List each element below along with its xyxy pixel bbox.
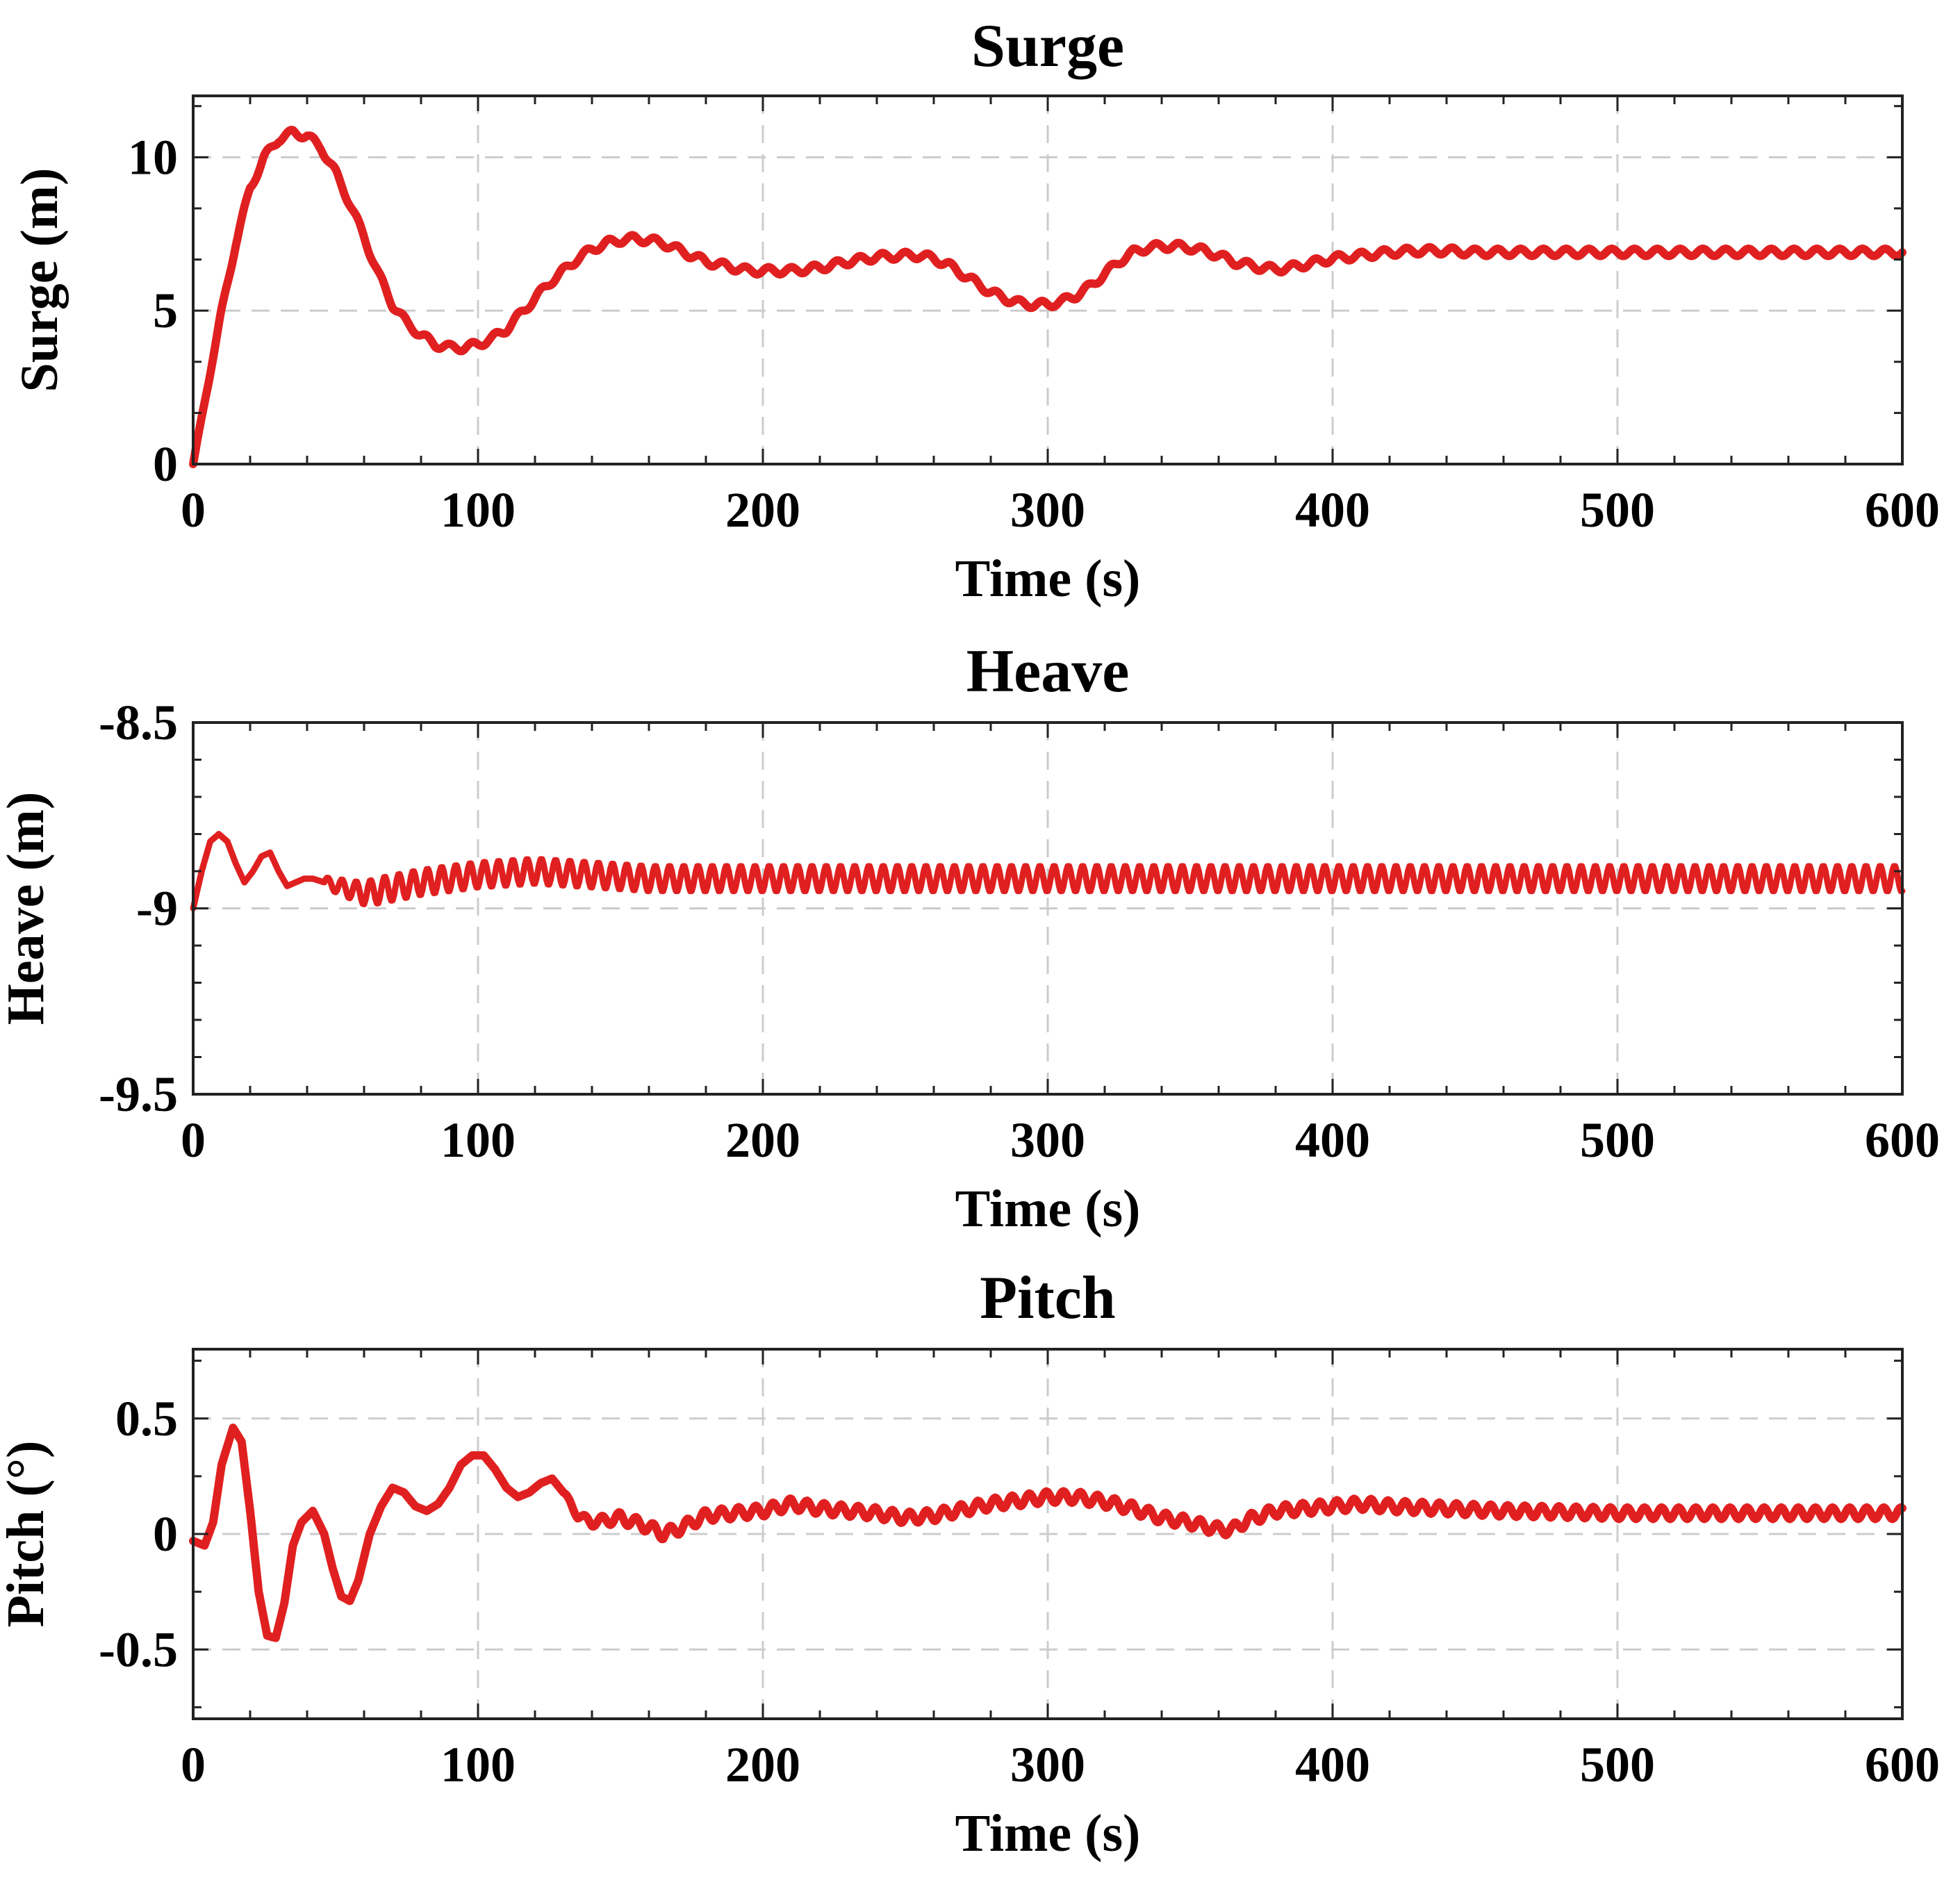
surge-x-tick-label: 200 [725, 482, 800, 538]
pitch-series-line [189, 1424, 1907, 1642]
heave-y-tick-label: -8.5 [99, 695, 178, 750]
surge-x-tick-label: 100 [440, 482, 516, 538]
heave-x-tick-label: 400 [1295, 1112, 1370, 1168]
pitch-panel: Pitch 0 100 200 300 400 500 600 -0.5 0 0… [0, 1264, 1940, 1863]
heave-panel: Heave 0 100 200 300 400 500 600 -9.5 -9 … [0, 638, 1940, 1238]
surge-x-tick-label: 600 [1865, 482, 1940, 538]
surge-y-tick-label: 5 [153, 283, 178, 338]
heave-x-axis-label: Time (s) [955, 1180, 1141, 1238]
surge-ticks [192, 96, 1904, 465]
heave-ticks [192, 721, 1904, 1096]
pitch-x-tick-label: 200 [725, 1737, 800, 1792]
heave-x-tick-label: 500 [1580, 1112, 1655, 1168]
surge-series-line [189, 126, 1907, 468]
pitch-x-tick-label: 400 [1295, 1737, 1370, 1792]
pitch-y-tick-label: 0.5 [115, 1391, 178, 1446]
pitch-y-axis-label: Pitch (°) [0, 1441, 55, 1628]
heave-x-tick-label: 0 [181, 1112, 206, 1168]
heave-x-tick-label: 300 [1010, 1112, 1085, 1168]
heave-y-tick-label: -9.5 [99, 1066, 178, 1122]
surge-panel: Surge 0 100 200 300 400 500 600 0 5 10 T… [10, 13, 1940, 608]
pitch-y-tick-label: -0.5 [99, 1622, 178, 1677]
surge-x-tick-label: 400 [1295, 482, 1370, 538]
pitch-grid [193, 1349, 1902, 1719]
pitch-x-tick-label: 600 [1865, 1737, 1940, 1792]
surge-x-tick-label: 0 [181, 482, 206, 538]
pitch-chart-title: Pitch [980, 1264, 1116, 1332]
heave-series-line [190, 831, 1906, 911]
heave-x-tick-label: 200 [725, 1112, 800, 1168]
heave-y-tick-label: -9 [136, 881, 178, 937]
surge-x-tick-label: 300 [1010, 482, 1085, 538]
surge-x-axis-label: Time (s) [955, 550, 1141, 608]
pitch-x-tick-label: 100 [440, 1737, 516, 1792]
surge-chart-title: Surge [971, 13, 1124, 80]
pitch-y-tick-label: 0 [153, 1506, 178, 1562]
pitch-x-tick-label: 0 [181, 1737, 206, 1792]
heave-x-tick-label: 600 [1865, 1112, 1940, 1168]
surge-y-tick-label: 0 [153, 436, 178, 492]
pitch-ticks [192, 1349, 1904, 1719]
heave-y-axis-label: Heave (m) [0, 792, 55, 1025]
surge-x-tick-label: 500 [1580, 482, 1655, 538]
surge-grid [193, 96, 1902, 464]
heave-grid [193, 723, 1902, 1094]
heave-x-tick-label: 100 [440, 1112, 516, 1168]
pitch-x-axis-label: Time (s) [955, 1804, 1141, 1863]
pitch-x-tick-label: 500 [1580, 1737, 1655, 1792]
heave-chart-title: Heave [966, 638, 1130, 705]
surge-y-axis-label: Surge (m) [10, 168, 69, 393]
pitch-x-tick-label: 300 [1010, 1737, 1085, 1792]
surge-y-tick-label: 10 [128, 129, 178, 185]
